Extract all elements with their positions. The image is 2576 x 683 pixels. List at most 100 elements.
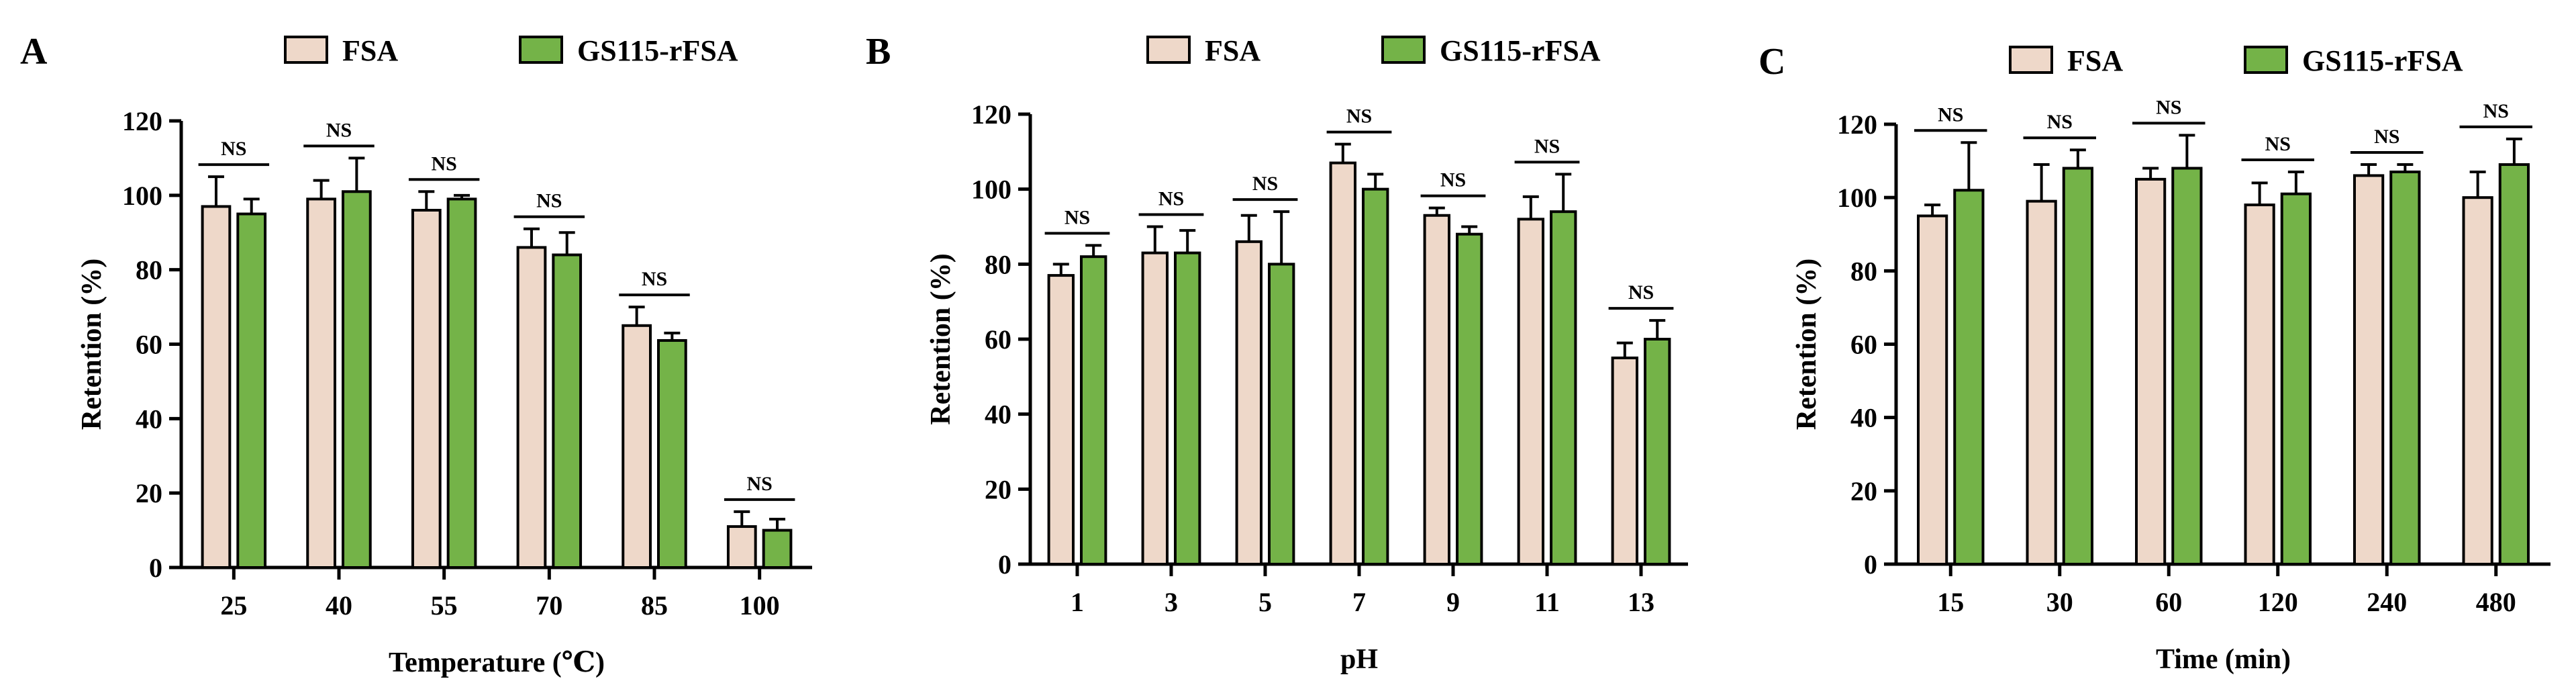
bar-fsa <box>516 246 547 569</box>
bar-fsa <box>622 324 652 569</box>
legend-label-gs115-rfsa: GS115-rFSA <box>1440 34 1601 67</box>
bar-fsa <box>201 205 232 570</box>
significance-label: NS <box>1628 281 1654 304</box>
x-axis-title: Temperature (℃) <box>389 647 605 678</box>
panel-letter: A <box>20 31 48 73</box>
y-tick-label: 40 <box>985 400 1011 430</box>
x-tick-label: 15 <box>1937 587 1964 617</box>
panel-letter: B <box>866 31 891 73</box>
legend-swatch-fsa <box>284 36 328 64</box>
y-tick-label: 0 <box>1864 549 1877 580</box>
bar-gs115-rfsa <box>657 338 687 569</box>
bar-gs115-rfsa <box>1174 251 1201 565</box>
bar-gs115-rfsa <box>236 212 267 569</box>
chart-panel-c: C FSA GS115-rFSA 0 20 40 60 80 100 120 Retention (… <box>1758 41 2550 675</box>
bar-fsa <box>1423 214 1451 565</box>
y-tick-label: 60 <box>1850 330 1877 360</box>
y-tick-label: 40 <box>136 404 162 434</box>
y-tick-label: 60 <box>136 330 162 360</box>
chart-panel-a: A FSA GS115-rFSA 0 20 40 60 80 100 120 Retention (… <box>20 31 812 678</box>
x-tick-label: 240 <box>2367 587 2407 617</box>
bar-gs115-rfsa <box>1362 187 1389 565</box>
significance-label: NS <box>2047 111 2073 133</box>
y-tick-label: 0 <box>149 553 162 583</box>
bar-fsa <box>2353 174 2385 565</box>
y-tick-label: 40 <box>1850 403 1877 433</box>
y-axis-title: Retention (%) <box>1791 259 1822 430</box>
bar-gs115-rfsa <box>1644 338 1671 565</box>
y-tick-label: 100 <box>122 181 162 211</box>
bar-gs115-rfsa <box>1080 255 1107 565</box>
x-tick-label: 70 <box>536 590 562 621</box>
legend-label-fsa: FSA <box>2067 44 2123 77</box>
significance-label: NS <box>2156 96 2181 118</box>
bar-fsa <box>1611 356 1639 566</box>
panel-letter: C <box>1758 41 1785 83</box>
bar-fsa <box>411 209 442 569</box>
y-axis-title: Retention (%) <box>77 259 107 430</box>
significance-label: NS <box>746 473 772 495</box>
legend-swatch-gs115-rfsa <box>2244 46 2288 74</box>
y-tick-label: 60 <box>985 324 1011 355</box>
bar-gs115-rfsa <box>1550 210 1577 565</box>
x-axis-title: pH <box>1340 644 1378 675</box>
x-tick-label: 60 <box>2155 587 2182 617</box>
x-tick-label: 11 <box>1534 587 1560 617</box>
x-tick-label: 13 <box>1628 587 1654 617</box>
bar-gs115-rfsa <box>1268 263 1295 565</box>
significance-label: NS <box>642 268 667 290</box>
bar-gs115-rfsa <box>2171 167 2203 565</box>
x-tick-label: 55 <box>431 590 458 621</box>
y-tick-label: 20 <box>136 478 162 508</box>
y-tick-label: 100 <box>971 175 1011 205</box>
bar-gs115-rfsa <box>446 197 477 569</box>
legend-label-fsa: FSA <box>1205 34 1260 67</box>
significance-label: NS <box>1534 135 1560 157</box>
bar-gs115-rfsa <box>1456 232 1483 565</box>
bar-gs115-rfsa <box>2498 163 2530 565</box>
bar-fsa <box>1329 161 1356 566</box>
legend-label-gs115-rfsa: GS115-rFSA <box>577 34 738 67</box>
bar-gs115-rfsa <box>2062 167 2093 565</box>
x-tick-label: 120 <box>2258 587 2298 617</box>
significance-label: NS <box>1938 103 1963 126</box>
x-tick-label: 85 <box>641 590 668 621</box>
y-tick-label: 20 <box>1850 476 1877 506</box>
bar-gs115-rfsa <box>1953 189 1985 565</box>
x-tick-label: 100 <box>740 590 780 621</box>
significance-label: NS <box>1440 169 1466 191</box>
y-tick-label: 80 <box>136 255 162 285</box>
significance-label: NS <box>1064 206 1090 228</box>
legend-swatch-gs115-rfsa <box>519 36 563 64</box>
x-tick-label: 40 <box>326 590 352 621</box>
x-tick-label: 30 <box>2046 587 2073 617</box>
bar-fsa <box>2462 196 2493 565</box>
legend-swatch-fsa <box>2009 46 2053 74</box>
y-tick-label: 80 <box>985 249 1011 279</box>
x-tick-label: 480 <box>2476 587 2516 617</box>
bar-fsa <box>726 525 757 570</box>
y-tick-label: 20 <box>985 474 1011 504</box>
bar-gs115-rfsa <box>2389 170 2421 566</box>
significance-label: NS <box>431 152 456 175</box>
bar-fsa <box>2135 177 2167 565</box>
legend-label-fsa: FSA <box>342 34 398 67</box>
chart-panel-b: B FSA GS115-rFSA 0 20 40 60 80 100 120 Retention (… <box>866 31 1688 675</box>
y-tick-label: 0 <box>998 549 1011 580</box>
y-tick-label: 120 <box>971 99 1011 130</box>
bar-fsa <box>1047 274 1075 565</box>
y-tick-label: 80 <box>1850 256 1877 286</box>
y-axis-title: Retention (%) <box>926 253 956 424</box>
x-tick-label: 25 <box>220 590 247 621</box>
bar-gs115-rfsa <box>2280 192 2312 566</box>
legend-swatch-gs115-rfsa <box>1381 36 1426 64</box>
bar-gs115-rfsa <box>552 253 583 569</box>
bar-gs115-rfsa <box>762 529 793 569</box>
significance-label: NS <box>2265 133 2291 155</box>
significance-label: NS <box>2374 126 2399 148</box>
bar-fsa <box>1141 251 1169 565</box>
bar-fsa <box>2244 203 2275 566</box>
x-tick-label: 1 <box>1071 587 1084 617</box>
significance-label: NS <box>1346 105 1372 128</box>
